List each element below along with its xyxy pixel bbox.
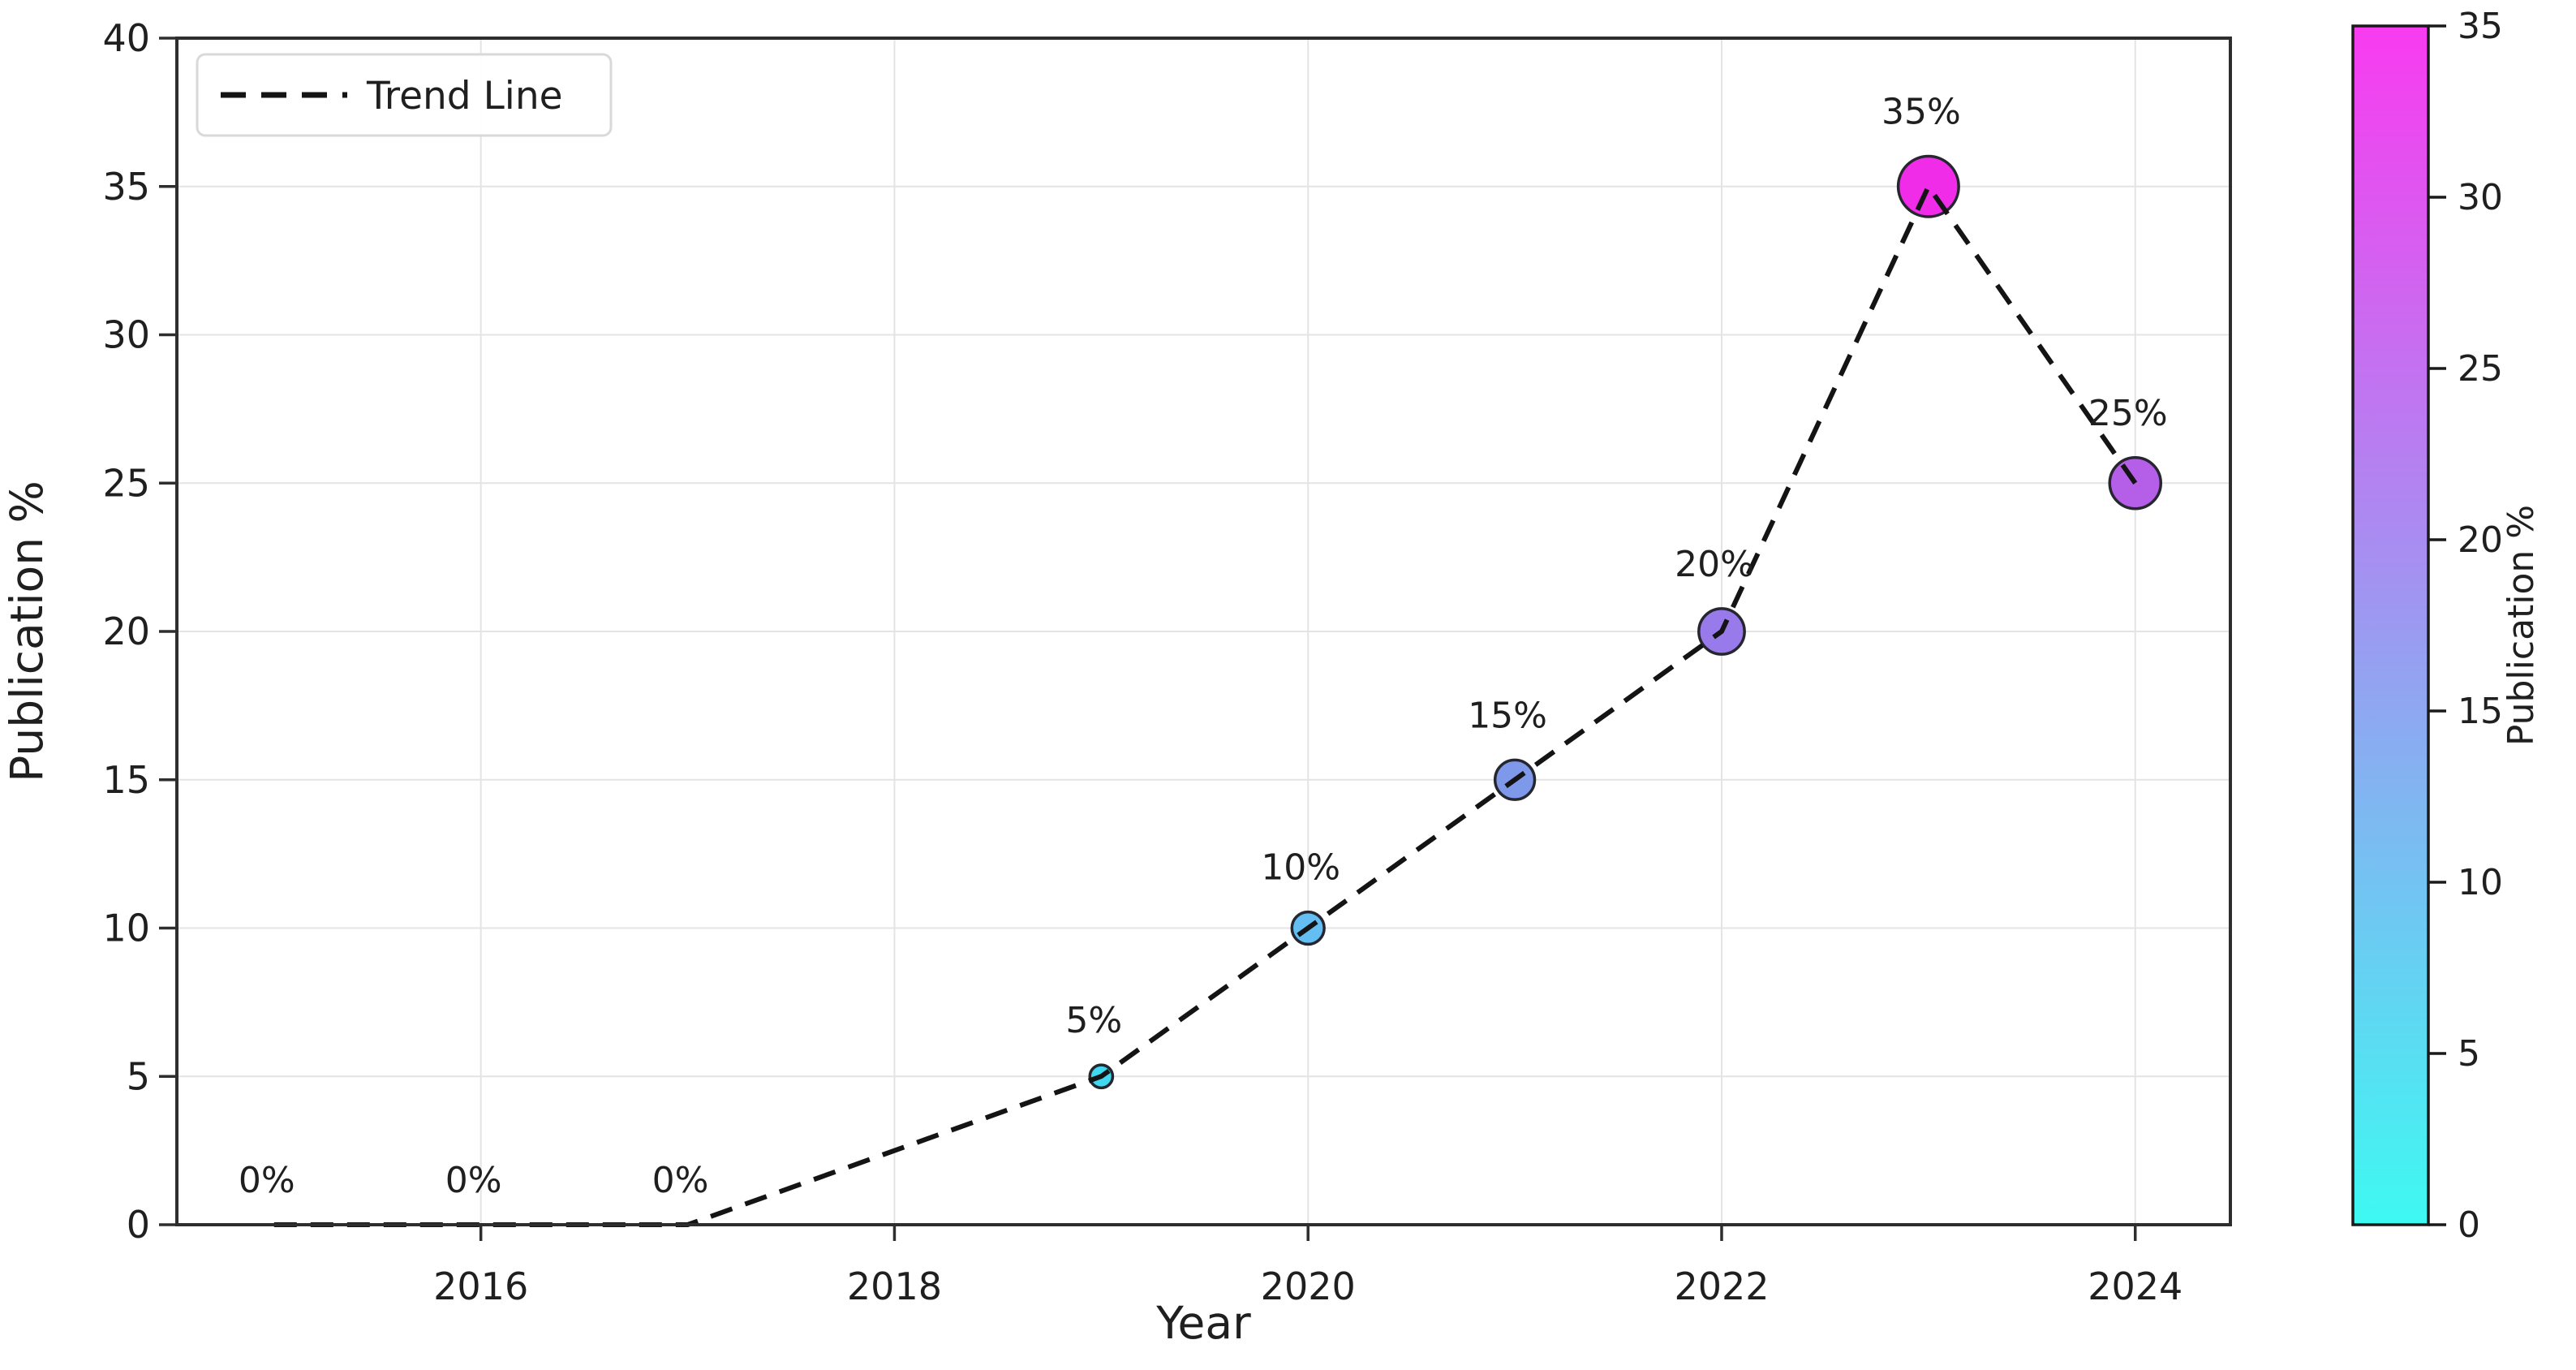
y-tick-label: 40 [102,16,150,60]
colorbar-tick-label: 5 [2458,1033,2480,1075]
colorbar-tick-label: 15 [2458,691,2503,732]
y-tick-label: 0 [127,1203,150,1247]
y-tick-label: 15 [102,758,150,802]
colorbar-label: Publication % [2501,505,2542,746]
point-label-2016: 0% [445,1160,502,1201]
legend-label: Trend Line [366,74,563,118]
point-label-2022: 20% [1675,544,1754,585]
y-tick-label: 20 [102,610,150,653]
data-point-2023 [1896,154,1960,218]
x-tick-label: 2016 [433,1264,528,1308]
colorbar-tick-label: 30 [2458,177,2503,218]
point-label-2023: 35% [1881,91,1961,132]
legend-box [196,53,613,137]
colorbar: 0 5 10 15 20 25 30 35 Publication % [2351,6,2542,1246]
colorbar-tick-label: 0 [2458,1204,2480,1246]
colorbar-tick-label: 20 [2458,519,2503,561]
y-tick-label: 30 [102,313,150,357]
legend: Trend Line [196,53,613,137]
point-label-2021: 15% [1468,695,1547,736]
x-tick-label: 2018 [847,1264,942,1308]
colorbar-gradient [2351,24,2430,1226]
colorbar-tick-label: 35 [2458,6,2503,47]
x-axis: 2016 2018 2020 2022 2024 [433,1225,2183,1308]
y-tick-label: 25 [102,461,150,505]
x-tick-label: 2022 [1674,1264,1769,1308]
point-label-2020: 10% [1261,847,1340,889]
x-axis-label: Year [1155,1297,1251,1349]
y-tick-label: 35 [102,165,150,209]
point-label-2024: 25% [2088,393,2168,434]
point-labels: 0% 0% 0% 5% 10% 15% 20% 35% 25% [239,91,2168,1201]
x-tick-label: 2024 [2088,1264,2183,1308]
y-axis-label: Publication % [1,480,53,782]
y-tick-label: 10 [102,907,150,950]
y-axis: 0 5 10 15 20 25 30 35 40 [102,16,177,1247]
colorbar-tick-label: 25 [2458,348,2503,390]
y-tick-label: 5 [127,1054,150,1098]
x-tick-label: 2020 [1261,1264,1356,1308]
point-label-2019: 5% [1065,1000,1122,1041]
colorbar-tick-label: 10 [2458,862,2503,903]
point-label-2017: 0% [652,1160,709,1201]
point-label-2015: 0% [239,1160,295,1201]
